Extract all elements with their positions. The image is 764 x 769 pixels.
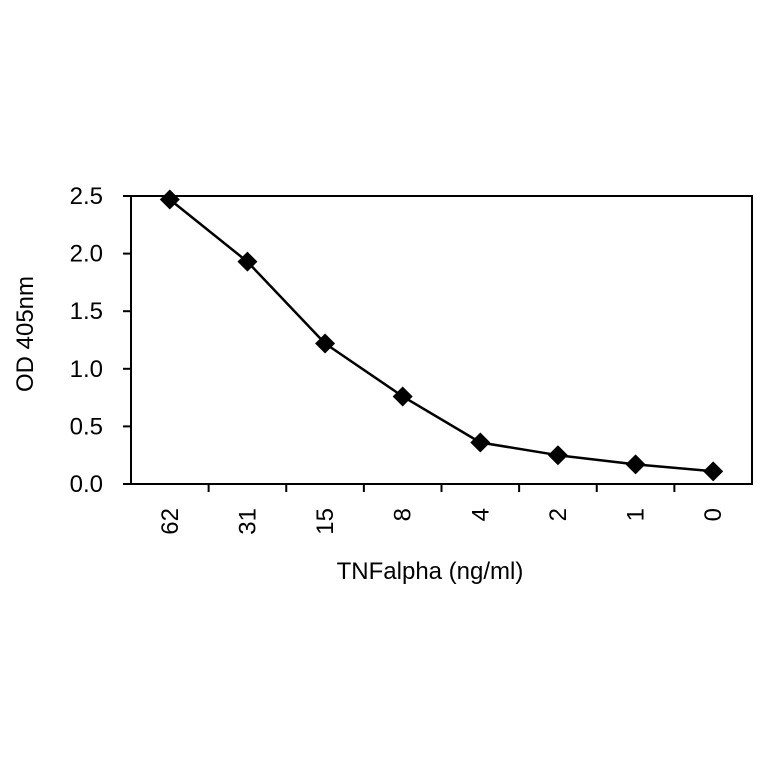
y-axis-ticks: 0.0 0.5 1.0 1.5 2.0 2.5: [70, 183, 131, 498]
x-tick-label: 62: [157, 508, 184, 535]
x-tick-label: 8: [390, 508, 417, 521]
plot-frame: [130, 195, 753, 485]
x-tick-label: 2: [545, 508, 572, 521]
data-point-marker: [547, 445, 568, 466]
series-line: [169, 198, 714, 473]
x-tick-label: 31: [234, 508, 261, 535]
series-group: [159, 189, 724, 482]
x-tick-label: 15: [312, 508, 339, 535]
y-tick-label: 0.5: [70, 413, 103, 440]
y-tick-label: 1.5: [70, 298, 103, 325]
data-point-marker: [470, 432, 491, 453]
data-point-marker: [315, 333, 336, 354]
x-axis-label: TNFalpha (ng/ml): [337, 558, 524, 585]
data-point-marker: [237, 251, 258, 272]
data-point-marker: [159, 189, 180, 210]
y-tick-label: 2.5: [70, 183, 103, 210]
data-point-marker: [625, 454, 646, 475]
x-tick-label: 1: [623, 508, 650, 521]
x-axis-ticks: 62 31 15 8 4 2 1 0: [157, 484, 727, 535]
y-tick-label: 1.0: [70, 356, 103, 383]
y-axis-label: OD 405nm: [12, 276, 39, 392]
x-tick-label: 4: [467, 508, 494, 521]
data-point-marker: [392, 386, 413, 407]
y-tick-label: 2.0: [70, 241, 103, 268]
x-tick-label: 0: [700, 508, 727, 521]
y-tick-label: 0.0: [70, 471, 103, 498]
data-point-marker: [703, 461, 724, 482]
